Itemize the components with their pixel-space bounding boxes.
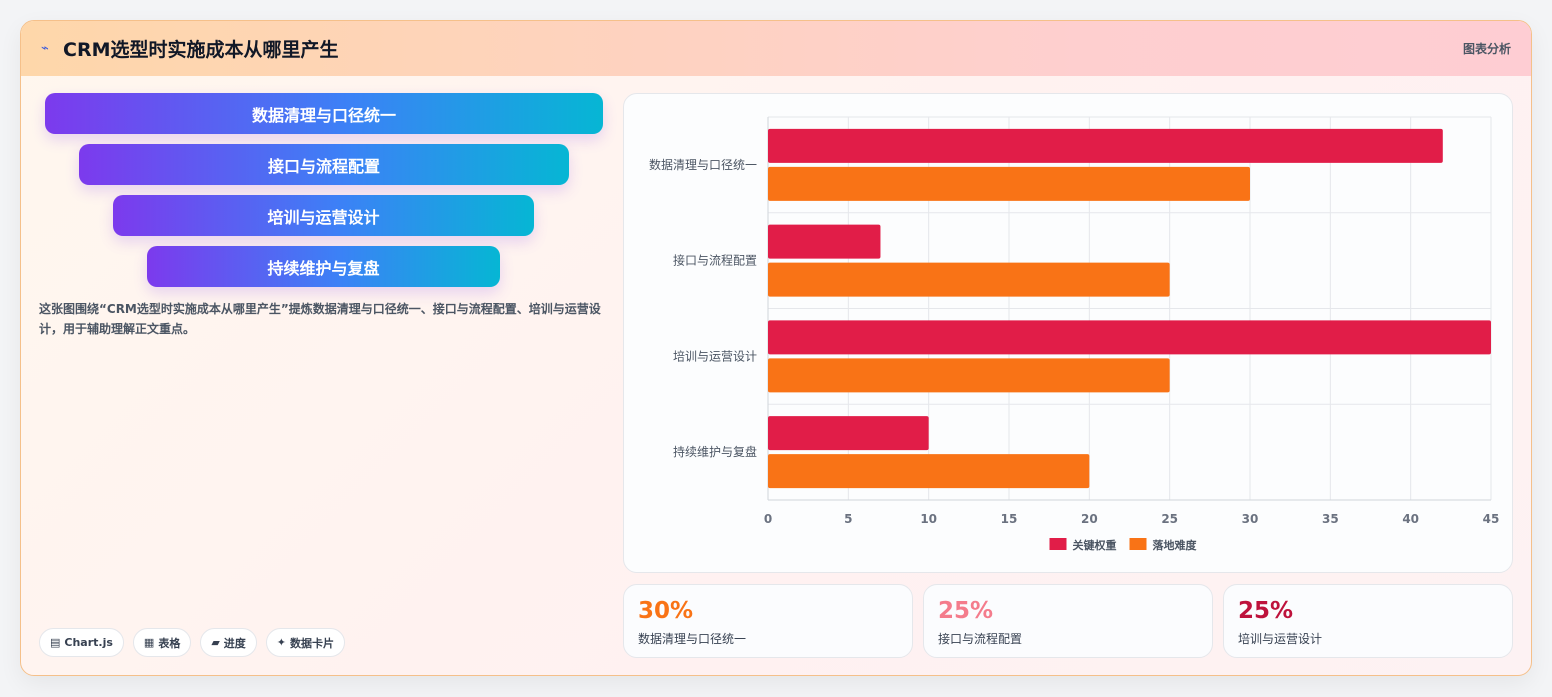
description: 这张图围绕“CRM选型时实施成本从哪里产生”提炼数据清理与口径统一、接口与流程配…	[39, 302, 601, 336]
chart-card: ⌁ CRM选型时实施成本从哪里产生 图表分析 数据清理与口径统一 接口与流程配置…	[20, 20, 1532, 676]
bar-chart-panel: 0 5 10 15 20 25 30 35 40 45 数据清理与口径统一接口与流程配置 培训与运营设…	[623, 93, 1513, 573]
chip-table[interactable]: ▦ 表格	[132, 628, 192, 657]
x-tick-label: 20	[1081, 512, 1098, 526]
chip-label: 表格	[158, 636, 181, 650]
x-tick-label: 45	[1483, 512, 1500, 526]
bar-difficulty	[768, 454, 1090, 489]
stat-card-1: 30% 数据清理与口径统一	[623, 584, 913, 658]
stat-label: 培训与运营设计	[1238, 632, 1323, 646]
bar-difficulty	[768, 166, 1250, 201]
stat-card-3: 25% 培训与运营设计	[1223, 584, 1513, 658]
chip-data-card[interactable]: ✦ 数据卡片	[265, 628, 346, 657]
bar-chart: 0 5 10 15 20 25 30 35 40 45 数据清理与口径统一接口与流程配置培训与运营设…	[649, 116, 1500, 552]
x-tick-label: 15	[1001, 512, 1018, 526]
stat-cards: 30% 数据清理与口径统一 25% 接口与流程配置 25% 培训与运营设计	[623, 584, 1513, 658]
x-tick-label: 5	[844, 512, 852, 526]
stat-value: 30%	[638, 598, 694, 624]
stat-value: 25%	[938, 598, 994, 624]
funnel-step-3: 培训与运营设计	[113, 195, 534, 236]
stat-label: 数据清理与口径统一	[638, 632, 747, 646]
bar-weight	[768, 320, 1491, 355]
x-tick-label: 35	[1322, 512, 1339, 526]
legend-swatch	[1129, 538, 1147, 550]
stat-value: 25%	[1238, 598, 1294, 624]
funnel-step-4: 持续维护与复盘	[147, 246, 500, 287]
y-category-label: 接口与流程配置	[673, 253, 757, 268]
y-category-label: 培训与运营设计	[673, 348, 757, 363]
legend-label: 关键权重	[1073, 538, 1117, 552]
funnel-step-2: 接口与流程配置	[79, 144, 569, 185]
stat-card-2: 25% 接口与流程配置	[923, 584, 1213, 658]
x-tick-label: 25	[1161, 512, 1178, 526]
table-icon: ▦	[143, 636, 155, 649]
x-tick-label: 10	[920, 512, 937, 526]
card-header: ⌁ CRM选型时实施成本从哪里产生 图表分析	[21, 21, 1531, 76]
feature-chips: ▤ Chart.js ▦ 表格 ▰ 进度 ✦ 数据卡片	[39, 628, 346, 657]
chart-icon: ▤	[50, 636, 61, 649]
y-category-label: 持续维护与复盘	[673, 444, 757, 459]
section-tag: 图表分析	[1462, 42, 1511, 56]
chip-label: 数据卡片	[290, 636, 335, 650]
funnel-step-1: 数据清理与口径统一	[45, 93, 603, 134]
spark-icon: ⌁	[41, 41, 49, 56]
chip-label: 进度	[223, 636, 246, 650]
legend-swatch	[1049, 538, 1067, 550]
sparkle-icon: ✦	[276, 636, 287, 649]
bar-difficulty	[768, 262, 1170, 297]
chip-label: Chart.js	[64, 636, 113, 649]
page-title: CRM选型时实施成本从哪里产生	[63, 39, 339, 61]
x-tick-label: 30	[1242, 512, 1259, 526]
y-category-label: 数据清理与口径统一	[649, 157, 757, 172]
legend-label: 落地难度	[1153, 538, 1198, 552]
chip-progress[interactable]: ▰ 进度	[200, 628, 257, 657]
x-tick-label: 40	[1402, 512, 1419, 526]
progress-icon: ▰	[211, 636, 220, 649]
bar-weight	[768, 128, 1443, 163]
chip-chartjs[interactable]: ▤ Chart.js	[39, 628, 124, 657]
stat-label: 接口与流程配置	[938, 632, 1023, 646]
x-tick-label: 0	[764, 512, 772, 526]
bar-weight	[768, 416, 929, 451]
bar-weight	[768, 224, 881, 259]
bar-difficulty	[768, 358, 1170, 393]
